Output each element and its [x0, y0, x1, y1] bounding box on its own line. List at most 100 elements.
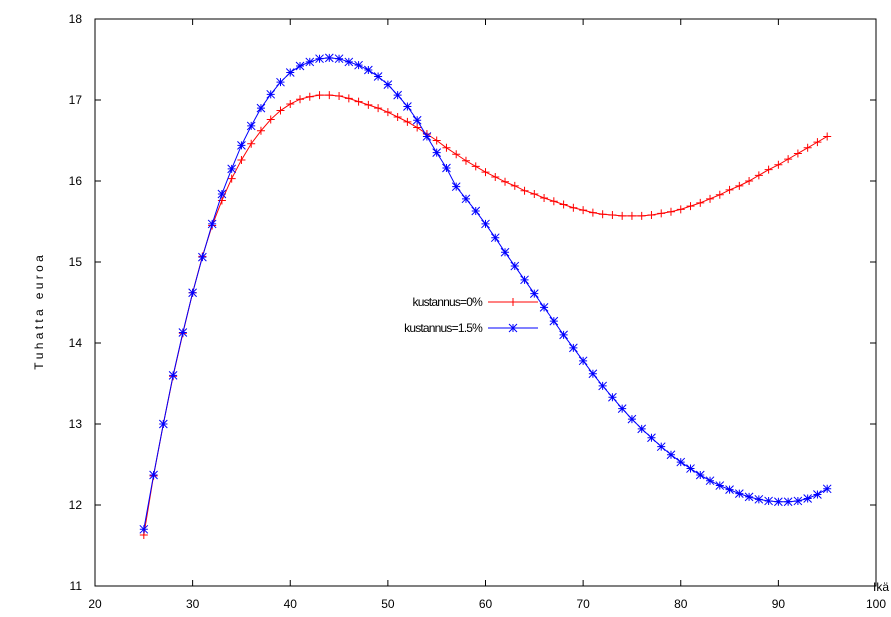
data-point-star: [412, 115, 422, 125]
data-point-star: [539, 303, 549, 312]
data-point-star: [715, 481, 725, 490]
data-point-plus: [520, 186, 529, 195]
data-point-plus: [256, 126, 265, 135]
data-point-star: [207, 219, 217, 229]
data-point-star: [490, 233, 500, 243]
data-point-plus: [813, 138, 822, 147]
series-layer: [139, 53, 832, 539]
data-point-star: [363, 65, 373, 75]
x-tick-label: 70: [576, 597, 590, 611]
x-tick-label: 20: [88, 597, 102, 611]
data-point-plus: [364, 100, 373, 109]
data-point-star: [276, 77, 285, 87]
data-point-star: [695, 470, 705, 480]
data-point-plus: [764, 165, 773, 174]
data-point-star: [508, 323, 518, 333]
data-point-star: [529, 289, 539, 298]
data-point-plus: [676, 205, 685, 214]
data-point-plus: [666, 207, 675, 216]
data-point-plus: [276, 106, 285, 115]
data-point-star: [617, 404, 627, 413]
data-point-star: [656, 442, 666, 452]
data-point-star: [315, 54, 324, 64]
data-point-plus: [627, 211, 636, 220]
data-point-star: [500, 247, 510, 257]
data-point-star: [471, 206, 481, 216]
data-point-star: [393, 90, 402, 100]
data-point-plus: [286, 100, 295, 109]
y-tick-label: 15: [69, 255, 83, 269]
data-point-plus: [745, 177, 754, 185]
data-point-star: [637, 424, 647, 434]
data-point-plus: [774, 160, 783, 169]
data-point-plus: [559, 200, 568, 209]
data-point-star: [481, 219, 490, 229]
data-point-star: [608, 392, 617, 402]
data-point-plus: [569, 203, 578, 212]
data-point-plus: [296, 95, 305, 104]
x-axis-label: Ikä: [873, 580, 889, 594]
data-point-plus: [442, 143, 451, 152]
series-line: [143, 57, 828, 530]
x-tick-label: 90: [772, 597, 786, 611]
y-tick-label: 16: [69, 174, 83, 188]
data-point-star: [373, 72, 383, 81]
data-point-plus: [461, 156, 470, 165]
data-point-plus: [491, 172, 500, 181]
data-point-plus: [530, 189, 539, 198]
data-point-star: [295, 61, 305, 71]
data-point-star: [237, 141, 246, 150]
data-point-star: [510, 261, 520, 271]
x-tick-label: 50: [381, 597, 395, 611]
y-tick-label: 14: [69, 336, 83, 350]
data-point-plus: [579, 206, 588, 215]
data-point-plus: [471, 162, 480, 171]
x-tick-label: 100: [866, 597, 886, 611]
data-point-plus: [540, 194, 549, 203]
y-axis-label: T u h a t t a e u r o a: [32, 255, 46, 370]
data-point-plus: [325, 91, 334, 100]
data-point-star: [793, 496, 803, 506]
data-point-star: [754, 494, 764, 504]
data-point-star: [725, 485, 734, 494]
data-point-star: [803, 494, 813, 503]
data-point-plus: [754, 171, 763, 180]
data-point-plus: [715, 190, 724, 199]
data-point-star: [227, 164, 237, 174]
data-point-star: [705, 476, 715, 486]
data-point-plus: [374, 104, 383, 113]
data-point-star: [676, 457, 686, 467]
data-point-star: [158, 419, 168, 429]
data-point-plus: [803, 143, 812, 152]
data-point-star: [256, 103, 266, 113]
data-point-plus: [793, 149, 802, 158]
series-1: [139, 91, 832, 539]
data-point-plus: [696, 198, 705, 207]
data-point-plus: [393, 113, 402, 122]
data-point-star: [822, 484, 832, 494]
data-point-plus: [247, 139, 256, 148]
data-point-plus: [227, 174, 236, 183]
data-point-star: [149, 470, 158, 480]
data-point-star: [627, 414, 637, 424]
data-point-star: [139, 524, 149, 534]
data-point-plus: [315, 91, 324, 100]
data-point-star: [569, 343, 578, 353]
data-point-star: [451, 182, 461, 192]
data-point-star: [666, 450, 676, 460]
data-point-plus: [608, 211, 617, 220]
x-axis-ticks: 20 30 40 50 60 70 80 90 100: [88, 19, 886, 611]
data-point-plus: [823, 132, 832, 141]
x-tick-label: 60: [479, 597, 493, 611]
data-point-plus: [354, 97, 363, 106]
data-point-plus: [647, 211, 656, 220]
data-point-plus: [237, 155, 246, 164]
data-point-plus: [784, 155, 793, 164]
data-point-star: [188, 288, 197, 298]
data-point-plus: [637, 211, 646, 220]
data-point-star: [774, 497, 783, 507]
data-point-star: [354, 60, 363, 70]
x-tick-label: 40: [284, 597, 298, 611]
data-point-star: [647, 433, 656, 443]
data-point-plus: [501, 177, 510, 186]
